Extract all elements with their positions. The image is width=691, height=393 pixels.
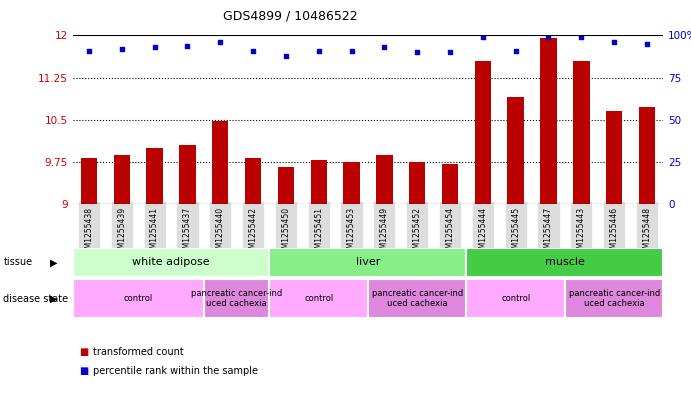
Bar [638,107,655,204]
Bar [146,148,163,204]
Text: tissue: tissue [3,257,32,267]
Bar [466,248,663,277]
Bar [475,61,491,204]
Bar [73,248,269,277]
Bar [245,158,261,204]
Bar [409,162,426,204]
Point [149,44,160,50]
Bar [466,279,565,318]
Bar [179,145,196,204]
Bar [269,279,368,318]
Text: percentile rank within the sample: percentile rank within the sample [93,366,258,376]
Point [313,48,324,54]
Text: pancreatic cancer-ind
uced cachexia: pancreatic cancer-ind uced cachexia [372,289,463,309]
Point [641,41,652,47]
Text: ■: ■ [79,366,88,376]
Point [215,39,226,45]
Bar [278,167,294,204]
Point [182,42,193,49]
Text: disease state: disease state [3,294,68,304]
Text: ▶: ▶ [50,257,57,267]
Text: liver: liver [356,257,380,267]
Point [543,34,554,40]
Point [412,49,423,55]
Bar [343,162,360,204]
Bar [442,164,458,204]
Text: ▶: ▶ [50,294,57,304]
Text: GDS4899 / 10486522: GDS4899 / 10486522 [223,10,357,23]
Bar [204,279,269,318]
Point [84,48,95,54]
Point [576,34,587,40]
Point [346,48,357,54]
Bar [565,279,663,318]
Text: muscle: muscle [545,257,585,267]
Text: control: control [501,294,530,303]
Bar [540,38,557,204]
Text: pancreatic cancer-ind
uced cachexia: pancreatic cancer-ind uced cachexia [191,289,283,309]
Bar [81,158,97,204]
Point [379,44,390,50]
Point [510,48,521,54]
Text: ■: ■ [79,347,88,357]
Point [477,34,489,40]
Point [609,39,620,45]
Bar [507,97,524,204]
Bar [269,248,466,277]
Text: white adipose: white adipose [132,257,210,267]
Text: control: control [304,294,333,303]
Bar [212,121,229,204]
Text: transformed count: transformed count [93,347,184,357]
Point [281,53,292,59]
Bar [368,279,466,318]
Bar [310,160,327,204]
Bar [113,155,130,204]
Text: pancreatic cancer-ind
uced cachexia: pancreatic cancer-ind uced cachexia [569,289,660,309]
Text: control: control [124,294,153,303]
Point [116,46,127,52]
Bar [573,61,589,204]
Bar [606,112,623,204]
Bar [376,155,392,204]
Point [247,48,258,54]
Point [444,49,455,55]
Bar [73,279,204,318]
